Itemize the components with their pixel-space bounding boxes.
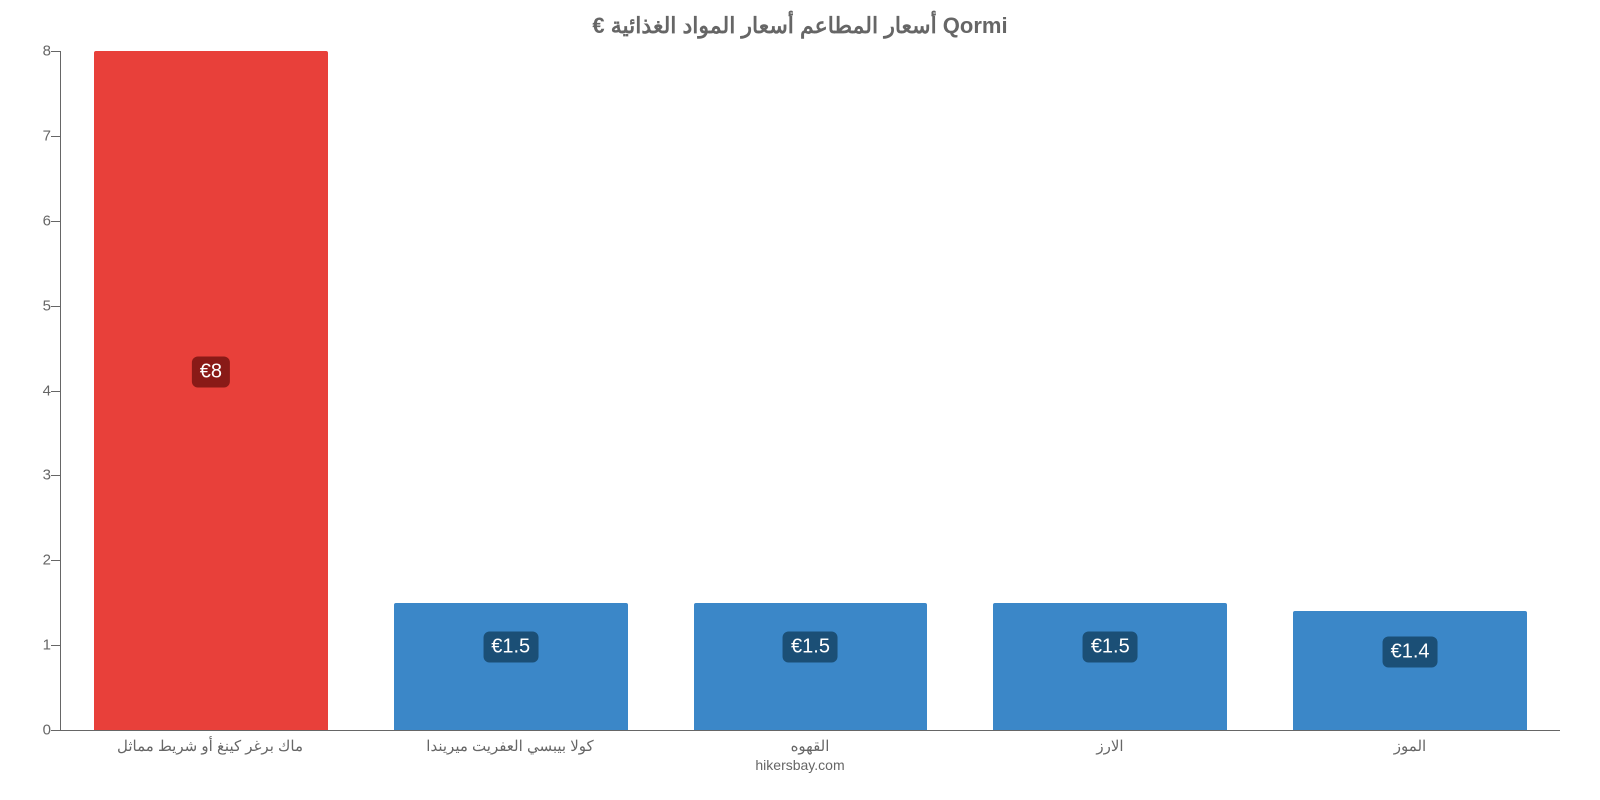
bar-slot: €1.5: [661, 51, 961, 730]
y-tick: [51, 391, 61, 392]
y-tick: [51, 730, 61, 731]
bar-slot: €1.5: [361, 51, 661, 730]
value-badge: €8: [192, 356, 230, 387]
bar-slot: €1.4: [1260, 51, 1560, 730]
value-badge: €1.5: [483, 632, 538, 663]
bar: €1.5: [694, 603, 928, 730]
value-badge: €1.5: [1083, 632, 1138, 663]
chart-title: € أسعار المطاعم أسعار المواد الغذائية Qo…: [20, 13, 1580, 39]
y-tick-label: 6: [21, 212, 51, 229]
bar: €1.4: [1293, 611, 1527, 730]
y-tick-label: 8: [21, 43, 51, 60]
bar: €1.5: [993, 603, 1227, 730]
y-tick: [51, 645, 61, 646]
x-axis-labels: ماك برغر كينغ أو شريط مماثلكولا بيبسي ال…: [60, 731, 1560, 755]
y-tick: [51, 560, 61, 561]
y-tick: [51, 306, 61, 307]
y-tick: [51, 51, 61, 52]
bars-container: €8 €1.5 €1.5 €1.5 €1.4: [61, 51, 1560, 730]
y-tick-label: 0: [21, 722, 51, 739]
x-label: الارز: [960, 731, 1260, 755]
value-badge: €1.4: [1383, 636, 1438, 667]
bar-slot: €1.5: [960, 51, 1260, 730]
plot-area: €8€1.5€1.5€1.5€1.4 012345678: [60, 51, 1560, 731]
x-label: القهوه: [660, 731, 960, 755]
value-badge: €1.5: [783, 632, 838, 663]
y-tick: [51, 221, 61, 222]
y-tick-label: 3: [21, 467, 51, 484]
bar: €8: [94, 51, 328, 730]
x-label: كولا بيبسي العفريت ميريندا: [360, 731, 660, 755]
y-tick: [51, 475, 61, 476]
y-tick: [51, 136, 61, 137]
y-tick-label: 4: [21, 382, 51, 399]
y-tick-label: 2: [21, 552, 51, 569]
y-tick-label: 5: [21, 297, 51, 314]
x-label: الموز: [1260, 731, 1560, 755]
x-label: ماك برغر كينغ أو شريط مماثل: [60, 731, 360, 755]
y-tick-label: 1: [21, 637, 51, 654]
bar-slot: €8: [61, 51, 361, 730]
credit-text: hikersbay.com: [20, 757, 1580, 773]
bar: €1.5: [394, 603, 628, 730]
price-bar-chart: € أسعار المطاعم أسعار المواد الغذائية Qo…: [0, 0, 1600, 800]
y-tick-label: 7: [21, 127, 51, 144]
